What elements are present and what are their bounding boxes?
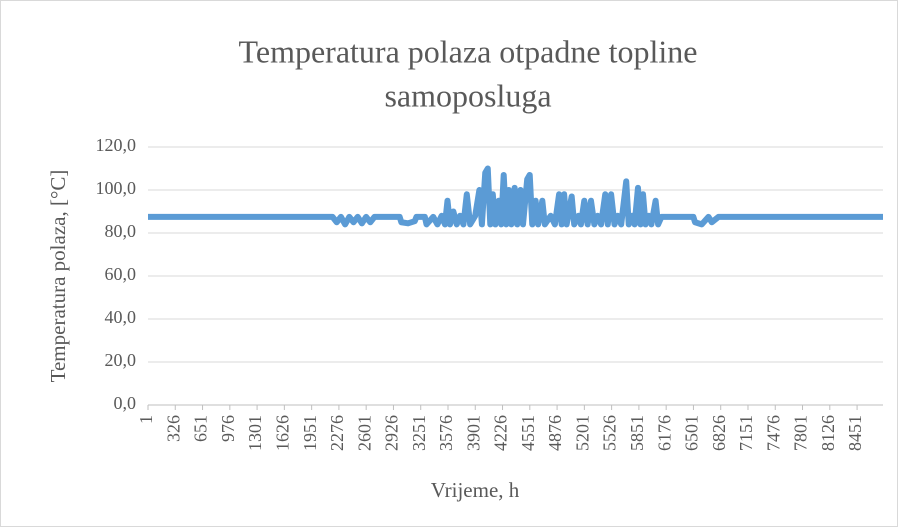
y-tick-label: 40,0: [105, 307, 137, 327]
x-tick-label: 326: [163, 415, 183, 442]
x-tick-label: 1626: [272, 415, 292, 451]
x-tick-label: 3576: [436, 415, 456, 451]
x-tick-label: 7476: [763, 415, 783, 451]
x-tick-label: 2926: [382, 415, 402, 451]
data-line: [148, 165, 883, 228]
x-tick-label: 4226: [491, 415, 511, 451]
x-axis-title: Vrijeme, h: [431, 478, 520, 502]
x-tick-label: 1: [136, 415, 156, 424]
x-tick-label: 1951: [300, 415, 320, 451]
x-tick-label: 8126: [818, 415, 838, 451]
x-tick-label: 1301: [245, 415, 265, 451]
x-tick-label: 4876: [545, 415, 565, 451]
y-tick-label: 120,0: [96, 135, 137, 155]
y-tick-label: 60,0: [105, 264, 137, 284]
x-tick-label: 6826: [709, 415, 729, 451]
y-tick-label: 20,0: [105, 350, 137, 370]
x-tick-label: 5201: [572, 415, 592, 451]
x-tick-label: 651: [191, 415, 211, 442]
chart-title: samoposluga: [384, 77, 551, 113]
x-tick-label: 8451: [845, 415, 865, 451]
x-tick-label: 5526: [600, 415, 620, 451]
y-tick-label: 100,0: [96, 178, 137, 198]
x-tick-label: 2276: [327, 415, 347, 451]
y-tick-label: 80,0: [105, 221, 137, 241]
x-tick-label: 2601: [354, 415, 374, 451]
chart-title: Temperatura polaza otpadne topline: [239, 33, 698, 69]
x-tick-label: 6501: [682, 415, 702, 451]
x-tick-label: 3251: [409, 415, 429, 451]
x-tick-label: 976: [218, 415, 238, 442]
x-tick-label: 3901: [463, 415, 483, 451]
x-tick-label: 4551: [518, 415, 538, 451]
y-tick-label: 0,0: [114, 393, 137, 413]
y-axis-title: Temperatura polaza, [°C]: [46, 170, 70, 383]
x-tick-label: 6176: [654, 415, 674, 451]
x-tick-label: 7151: [736, 415, 756, 451]
x-tick-label: 7801: [791, 415, 811, 451]
x-tick-label: 5851: [627, 415, 647, 451]
